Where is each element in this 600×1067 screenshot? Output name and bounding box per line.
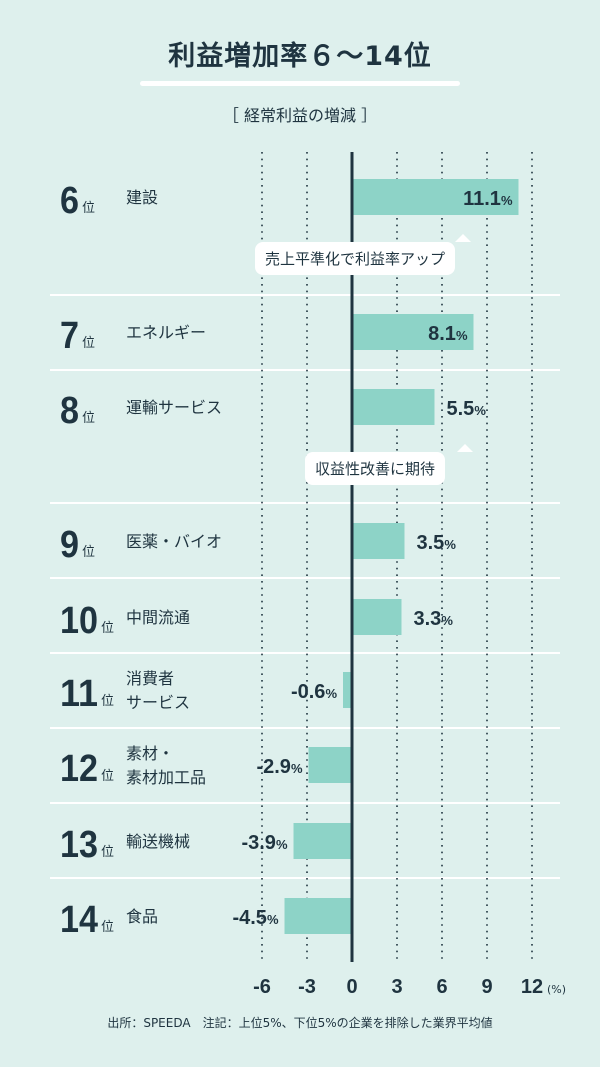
value-label: 8.1% — [428, 323, 468, 345]
rank-number: 8 — [60, 390, 79, 432]
rank-suffix: 位 — [101, 694, 114, 709]
bar — [308, 747, 352, 783]
rank-suffix: 位 — [101, 920, 114, 935]
x-tick-label: -6 — [253, 976, 271, 998]
bar — [284, 898, 352, 934]
bar — [352, 523, 405, 559]
x-tick-label: 9 — [481, 976, 492, 998]
rank-suffix: 位 — [82, 201, 95, 216]
rank-suffix: 位 — [101, 621, 114, 636]
bar — [293, 823, 352, 859]
annotation-callout: 収益性改善に期待 — [305, 444, 474, 485]
value-label: 5.5% — [447, 398, 487, 420]
category-label: 輸送機械 — [126, 832, 190, 851]
rank-number: 14 — [60, 899, 98, 941]
category-label: 建設 — [126, 188, 158, 207]
source-footnote: 出所：SPEEDA 注記：上位5%、下位5%の企業を排除した業界平均値 — [107, 1016, 493, 1030]
x-tick-label: 6 — [436, 976, 447, 998]
category-label: 運輸サービス — [126, 398, 222, 417]
x-tick-label: 3 — [391, 976, 402, 998]
value-label: 11.1% — [463, 188, 513, 210]
x-tick-label: 0 — [346, 976, 357, 998]
category-label: 食品 — [126, 907, 158, 926]
x-tick-label: -3 — [298, 976, 316, 998]
annotation-callout: 売上平準化で利益率アップ — [255, 234, 472, 275]
category-label: エネルギー — [126, 323, 206, 342]
rank-suffix: 位 — [82, 336, 95, 351]
category-label: 素材加工品 — [126, 768, 206, 787]
bar — [343, 672, 352, 708]
value-label: -2.9% — [256, 756, 302, 778]
value-label: -3.9% — [241, 832, 287, 854]
rank-suffix: 位 — [101, 845, 114, 860]
value-label: 3.3% — [414, 608, 454, 630]
category-label: 素材・ — [126, 744, 174, 763]
bar — [352, 389, 435, 425]
value-label: 3.5% — [417, 532, 457, 554]
rank-number: 11 — [60, 673, 98, 715]
chart-subtitle: ［ 経常利益の増減 ］ — [222, 106, 378, 125]
rank-number: 6 — [60, 180, 79, 222]
bar — [352, 314, 474, 350]
category-label: 医薬・バイオ — [126, 532, 222, 551]
category-label: サービス — [126, 693, 190, 712]
bar — [352, 179, 519, 215]
rank-suffix: 位 — [82, 545, 95, 560]
x-unit-label: (%) — [547, 983, 566, 996]
bar — [352, 599, 402, 635]
value-label: -4.5% — [232, 907, 278, 929]
rank-number: 10 — [60, 600, 98, 642]
value-label: -0.6% — [291, 681, 337, 703]
category-label: 消費者 — [126, 669, 174, 688]
rank-number: 9 — [60, 524, 79, 566]
rank-suffix: 位 — [101, 769, 114, 784]
x-tick-label: 12 — [521, 976, 543, 998]
rank-number: 13 — [60, 824, 98, 866]
rank-suffix: 位 — [82, 411, 95, 426]
category-label: 中間流通 — [126, 608, 190, 627]
chart-title: 利益増加率６〜14位 — [168, 41, 432, 72]
rank-number: 7 — [60, 315, 79, 357]
title-underline — [140, 81, 460, 86]
rank-number: 12 — [60, 748, 98, 790]
